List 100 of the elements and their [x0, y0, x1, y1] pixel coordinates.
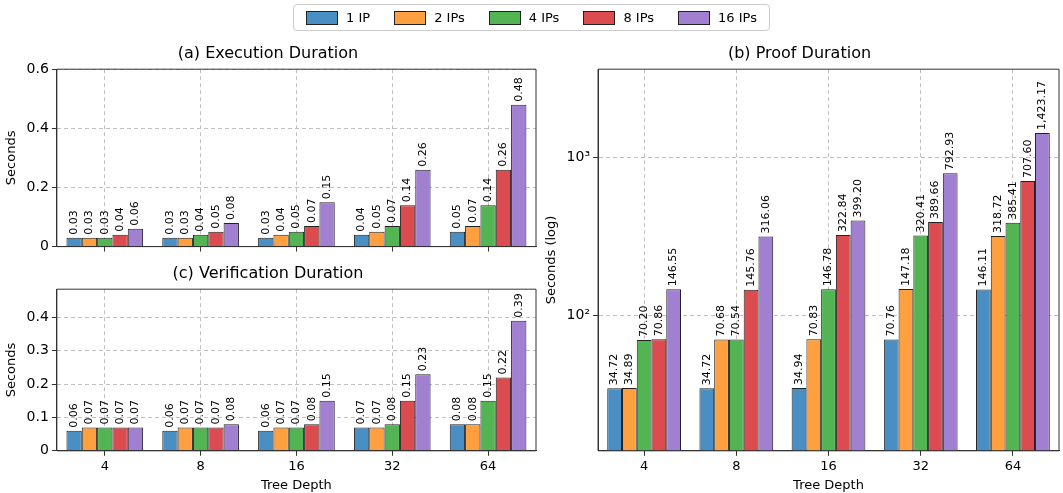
data-label: 0.03 [66, 210, 80, 235]
data-label: 389.66 [928, 180, 942, 220]
data-label: 0.15 [480, 373, 494, 398]
data-label: 0.07 [112, 399, 126, 425]
data-label: 0.03 [97, 210, 111, 235]
data-label: 399.20 [850, 178, 864, 218]
data-label: 318.72 [991, 194, 1005, 233]
data-label: 34.72 [607, 353, 621, 386]
y-tick-label: 0 [39, 441, 49, 458]
data-label: 322.84 [836, 193, 850, 233]
data-label: 145.76 [743, 248, 757, 287]
data-label: 0.15 [400, 373, 414, 398]
data-label: 0.07 [208, 399, 222, 425]
data-label: 0.15 [319, 174, 333, 200]
data-label: 147.18 [898, 247, 912, 287]
legend-label: 4 IPs [528, 10, 560, 25]
data-label: 0.07 [273, 399, 287, 425]
x-tick-label: 32 [383, 457, 401, 473]
data-label: 70.76 [884, 304, 898, 337]
data-label: 0.06 [258, 403, 272, 428]
data-label: 70.54 [729, 305, 743, 337]
legend-label: 16 IPs [718, 10, 757, 25]
data-label: 0.05 [369, 204, 383, 229]
data-label: 0.14 [400, 177, 414, 203]
data-label: 0.07 [82, 399, 96, 425]
x-axis-title: Tree Depth [260, 476, 332, 492]
data-label: 0.26 [496, 142, 510, 167]
data-label: 146.11 [976, 248, 990, 287]
data-label: 0.05 [289, 204, 303, 229]
data-label: 707.60 [1020, 139, 1034, 179]
data-label: 0.06 [128, 201, 142, 226]
data-label: 0.04 [354, 207, 368, 232]
data-label: 316.06 [758, 194, 772, 234]
data-label: 0.22 [496, 350, 510, 375]
data-label: 0.14 [480, 177, 494, 203]
data-label: 0.08 [224, 396, 238, 422]
data-label: 385.41 [1005, 181, 1019, 220]
data-label: 0.03 [178, 210, 192, 235]
x-tick-label: 32 [912, 457, 929, 473]
data-label: 70.20 [636, 305, 650, 337]
data-label: 0.26 [415, 142, 429, 167]
data-label: 0.08 [450, 396, 464, 422]
data-label: 70.83 [806, 304, 820, 337]
chart-title: (c) Verification Duration [172, 262, 364, 282]
chart-title: (b) Proof Duration [727, 42, 872, 62]
data-label: 0.08 [304, 396, 318, 422]
x-tick-label: 64 [479, 457, 497, 473]
data-label: 34.94 [791, 353, 805, 385]
data-label: 146.55 [666, 247, 680, 287]
data-label: 0.48 [511, 77, 525, 102]
x-tick-label: 16 [820, 457, 837, 473]
x-tick-label: 64 [1004, 457, 1022, 473]
legend-label: 2 IPs [434, 10, 465, 25]
y-tick-label: 10² [566, 306, 591, 323]
x-tick-label: 8 [196, 457, 205, 473]
data-label: 0.03 [258, 210, 272, 235]
x-tick-label: 4 [100, 457, 109, 473]
data-label: 0.05 [208, 204, 222, 229]
data-label: 0.03 [82, 210, 96, 235]
y-tick-label: 0.6 [26, 59, 49, 76]
y-tick-label: 10³ [566, 147, 591, 164]
chart-title: (a) Execution Duration [177, 42, 359, 62]
data-label: 0.39 [511, 293, 525, 318]
legend-label: 1 IP [346, 10, 371, 25]
data-label: 34.89 [622, 353, 636, 386]
data-label: 0.08 [465, 396, 479, 422]
data-label: 0.07 [178, 399, 192, 425]
data-label: 0.07 [354, 399, 368, 425]
data-label: 0.06 [162, 403, 176, 428]
data-label: 0.07 [385, 198, 399, 223]
data-label: 0.03 [162, 210, 176, 235]
x-axis-title: Tree Depth [792, 476, 864, 492]
data-label: 0.04 [273, 207, 287, 232]
data-label: 1,423.17 [1035, 81, 1049, 131]
y-tick-label: 0.3 [26, 341, 49, 358]
data-label: 0.06 [66, 403, 80, 428]
data-label: 0.07 [304, 198, 318, 223]
data-label: 0.07 [289, 399, 303, 425]
y-axis-title: Seconds [3, 130, 19, 186]
data-label: 0.07 [97, 399, 111, 425]
legend-label: 8 IPs [623, 10, 655, 25]
y-tick-label: 0.2 [26, 374, 49, 391]
x-tick-label: 4 [639, 457, 649, 473]
data-label: 70.68 [714, 304, 728, 337]
data-label: 146.78 [821, 247, 835, 287]
y-tick-label: 0.4 [26, 308, 49, 325]
y-tick-label: 0.1 [26, 408, 49, 425]
data-label: 0.04 [112, 207, 126, 232]
y-tick-label: 0.4 [26, 118, 49, 135]
data-label: 0.07 [369, 399, 383, 425]
data-label: 70.86 [651, 304, 665, 337]
data-label: 0.08 [385, 396, 399, 422]
y-tick-label: 0.2 [26, 178, 49, 195]
data-label: 0.05 [450, 204, 464, 229]
data-label: 34.72 [699, 353, 713, 386]
data-label: 0.08 [224, 195, 238, 220]
data-label: 0.23 [415, 346, 429, 372]
y-tick-label: 0 [39, 237, 49, 254]
data-label: 0.07 [128, 399, 142, 425]
data-label: 0.07 [465, 198, 479, 223]
